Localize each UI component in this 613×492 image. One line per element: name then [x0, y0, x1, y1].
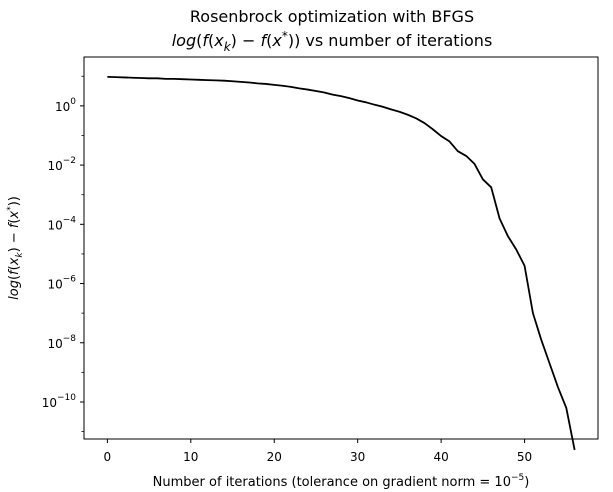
x-tick-label: 10 — [183, 450, 198, 464]
y-tick-label: 10−10 — [42, 393, 77, 410]
x-tick-label: 50 — [517, 450, 532, 464]
y-axis-ticks: 100 10−2 10−4 10−6 10−8 10−10 — [42, 75, 84, 432]
y-tick-label: 10−4 — [47, 215, 76, 232]
x-tick-label: 20 — [267, 450, 282, 464]
y-tick-label: 100 — [55, 97, 76, 114]
x-tick-label: 40 — [433, 450, 448, 464]
series-layer — [107, 75, 576, 451]
y-tick-label: 10−8 — [47, 334, 76, 351]
series-line-0 — [107, 75, 576, 451]
x-tick-label: 0 — [104, 450, 112, 464]
plot-area — [83, 56, 599, 440]
chart-subtitle: log(f(xk) − f(x*)) vs number of iteratio… — [172, 29, 493, 54]
x-tick-label: 30 — [350, 450, 365, 464]
x-axis-ticks: 0 10 20 30 40 50 — [104, 439, 532, 464]
x-axis-label: Number of iterations (tolerance on gradi… — [153, 473, 530, 490]
y-tick-label: 10−6 — [47, 275, 76, 292]
y-axis-label: log(f(xk) − f(x*)) — [6, 196, 25, 300]
chart-title: Rosenbrock optimization with BFGS — [190, 7, 474, 26]
y-tick-label: 10−2 — [47, 156, 76, 173]
